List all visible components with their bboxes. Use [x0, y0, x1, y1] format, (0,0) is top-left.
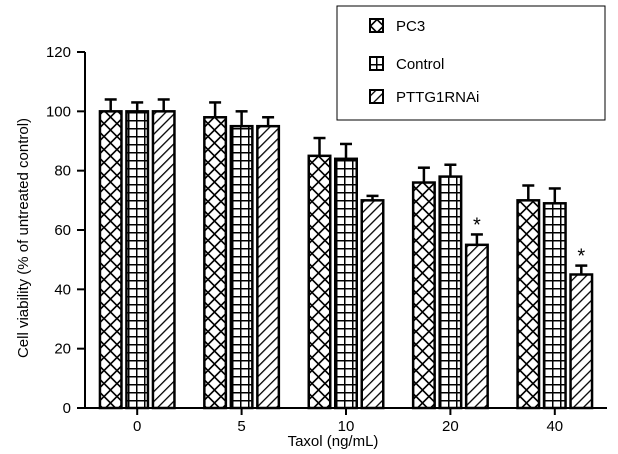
bar-control-10	[334, 157, 358, 410]
bar-pc3-20	[411, 181, 436, 410]
x-tick-label: 5	[237, 418, 245, 435]
bar-pc3-5	[203, 116, 228, 410]
x-tick-label: 20	[442, 418, 459, 435]
y-tick-label: 60	[54, 222, 71, 239]
x-axis-label: Taxol (ng/mL)	[288, 433, 379, 450]
x-axis: 0 5 10 20 40	[85, 407, 607, 435]
significance-asterisk: *	[577, 246, 585, 268]
y-tick-label: 20	[54, 341, 71, 358]
legend-label-control: Control	[396, 56, 444, 73]
bar-control-5	[229, 124, 254, 410]
bar-control-20	[438, 175, 463, 410]
bar-pttg1rnai-0	[151, 110, 176, 410]
x-tick-label: 10	[338, 418, 355, 435]
legend-label-pc3: PC3	[396, 18, 425, 35]
bar-pttg1rnai-20	[464, 243, 489, 410]
bar-control-0	[125, 110, 150, 410]
legend-label-pttg1rnai: PTTG1RNAi	[396, 89, 479, 106]
legend-swatch-pc3	[369, 18, 384, 33]
bars: **	[98, 98, 594, 410]
legend-swatch-pttg1rnai	[369, 89, 384, 104]
y-tick-label: 0	[63, 400, 71, 417]
y-tick-label: 120	[46, 44, 71, 61]
y-tick-label: 100	[46, 103, 71, 120]
legend-swatch-control	[369, 56, 384, 71]
bar-pttg1rnai-40	[569, 273, 594, 410]
x-tick-label: 40	[546, 418, 563, 435]
legend: PC3 Control PTTG1RNAi	[336, 5, 606, 121]
y-tick-label: 80	[54, 163, 71, 180]
bar-control-40	[542, 202, 567, 410]
significance-asterisk: *	[473, 214, 481, 236]
bar-pttg1rnai-5	[256, 124, 281, 410]
y-axis: 0 20 40 60 80 100 120	[46, 44, 86, 417]
y-tick-label: 40	[54, 281, 71, 298]
y-axis-label: Cell viability (% of untreated control)	[15, 118, 32, 358]
bar-pc3-10	[307, 154, 332, 410]
bar-pc3-40	[516, 199, 541, 410]
bar-pttg1rnai-10	[360, 199, 385, 410]
bar-pc3-0	[98, 110, 123, 410]
x-tick-label: 0	[133, 418, 141, 435]
